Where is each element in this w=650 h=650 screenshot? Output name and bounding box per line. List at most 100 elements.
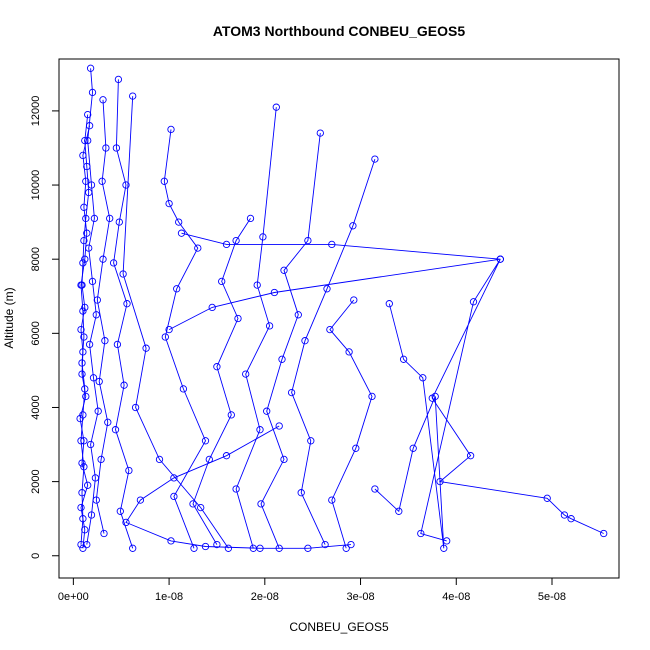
- data-point: [114, 75, 123, 84]
- data-point: [94, 407, 102, 415]
- data-point: [189, 500, 197, 508]
- data-point: [99, 255, 107, 263]
- data-point: [80, 437, 88, 445]
- data-point: [205, 455, 213, 464]
- data-point: [129, 92, 137, 100]
- data-point: [232, 485, 240, 493]
- data-point: [79, 307, 87, 315]
- data-point: [259, 233, 267, 241]
- series-line: [329, 299, 373, 549]
- data-point: [409, 444, 417, 452]
- y-tick-label: 10000: [30, 170, 42, 201]
- data-point: [95, 377, 103, 386]
- data-point: [80, 203, 88, 211]
- data-point: [417, 529, 425, 538]
- data-point: [122, 181, 130, 189]
- series-line: [80, 125, 91, 545]
- data-point: [122, 518, 130, 527]
- data-point: [368, 392, 376, 401]
- data-point: [321, 540, 329, 549]
- data-point: [232, 236, 240, 245]
- data-point: [123, 300, 131, 308]
- data-point: [82, 177, 90, 185]
- data-point: [78, 459, 86, 467]
- data-point: [201, 542, 210, 551]
- data-point: [275, 544, 283, 552]
- data-point: [82, 214, 90, 223]
- x-tick-label: 3e-08: [346, 591, 374, 603]
- data-point: [224, 544, 233, 552]
- data-point: [567, 515, 575, 523]
- data-point: [385, 300, 393, 308]
- data-point: [256, 426, 264, 434]
- data-point: [323, 285, 331, 293]
- data-point: [304, 544, 312, 552]
- data-point: [83, 540, 91, 549]
- data-point: [179, 385, 188, 393]
- data-point: [347, 540, 355, 549]
- chart-title: ATOM3 Northbound CONBEU_GEOS5: [213, 23, 465, 39]
- data-point: [91, 474, 100, 482]
- data-point: [78, 489, 86, 497]
- data-point: [257, 500, 265, 508]
- data-point: [218, 277, 226, 286]
- data-point: [79, 151, 87, 160]
- data-point: [111, 426, 120, 434]
- series-line: [79, 114, 90, 549]
- data-point: [78, 359, 86, 367]
- data-point: [294, 311, 302, 319]
- data-point: [77, 325, 85, 334]
- data-point: [328, 240, 336, 249]
- data-point: [85, 244, 93, 252]
- data-point: [316, 129, 324, 137]
- data-point: [242, 370, 250, 378]
- data-point: [175, 218, 183, 226]
- data-point: [280, 455, 288, 464]
- data-point: [79, 259, 87, 267]
- y-axis-label: Altitude (m): [2, 287, 16, 348]
- data-point: [201, 437, 210, 445]
- data-point: [371, 485, 379, 493]
- data-point: [116, 507, 124, 515]
- x-axis: 0e+00 1e-08 2e-08 3e-08 4e-08 5e-08: [58, 578, 566, 603]
- data-point: [167, 537, 175, 545]
- data-point: [600, 529, 608, 538]
- data-point: [84, 136, 92, 145]
- series-points: [76, 64, 608, 552]
- data-point: [90, 214, 99, 223]
- data-point: [131, 403, 140, 412]
- data-point: [270, 288, 279, 297]
- data-point: [77, 540, 85, 549]
- data-point: [543, 494, 551, 502]
- data-point: [81, 136, 89, 145]
- data-point: [280, 266, 288, 274]
- data-point: [99, 96, 107, 104]
- series-line: [291, 158, 376, 545]
- x-tick-label: 2e-08: [251, 591, 279, 603]
- data-point: [129, 544, 137, 552]
- series-line: [235, 107, 277, 549]
- data-point: [419, 374, 427, 382]
- y-tick-label: 0: [30, 553, 42, 559]
- series-line: [420, 258, 604, 542]
- data-point: [97, 455, 105, 464]
- data-point: [349, 222, 357, 230]
- data-point: [80, 333, 88, 341]
- data-point: [275, 422, 283, 430]
- data-point: [92, 496, 100, 504]
- data-point: [371, 155, 379, 163]
- series-line: [260, 133, 321, 549]
- data-point: [272, 103, 280, 111]
- data-point: [83, 162, 91, 171]
- data-point: [104, 418, 112, 426]
- data-point: [109, 259, 118, 267]
- y-axis: 0 2000 4000 6000 8000 10000 12000: [30, 96, 59, 559]
- data-point: [167, 125, 175, 134]
- data-point: [136, 496, 145, 504]
- data-point: [89, 374, 98, 382]
- data-point: [326, 325, 334, 334]
- data-point: [253, 281, 261, 289]
- data-point: [170, 492, 178, 501]
- data-point: [213, 363, 221, 371]
- data-point: [81, 526, 89, 534]
